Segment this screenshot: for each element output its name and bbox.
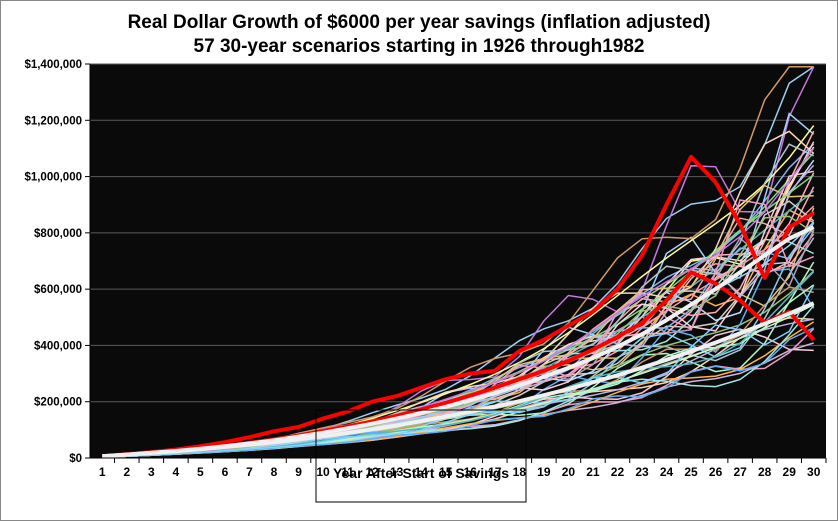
x-tick-label: 12 [365,465,379,479]
y-tick-label: $1,000,000 [24,172,82,184]
x-tick-label: 4 [173,465,180,479]
x-tick-label: 29 [783,465,797,479]
y-tick-label: $600,000 [34,284,82,296]
x-tick-label: 14 [415,465,429,479]
x-tick-label: 16 [464,465,478,479]
x-tick-label: 25 [684,465,698,479]
scenario-line [102,284,815,458]
x-tick-label: 13 [390,465,404,479]
x-tick-label: 24 [660,465,674,479]
highlighted-series-line [102,301,815,459]
x-axis-title-box [315,409,527,503]
x-tick-label: 26 [709,465,723,479]
x-tick-label: 11 [341,465,354,479]
x-tick-label: 9 [295,465,302,479]
chart-title: Real Dollar Growth of $6000 per year sav… [127,12,711,33]
x-tick-label: 8 [271,465,278,479]
x-tick-label: 3 [148,465,155,479]
y-tick-label: $0 [69,453,82,465]
x-tick-label: 7 [246,465,253,479]
highlighted-series-line [102,154,815,459]
x-tick-label: 15 [439,465,453,479]
x-tick-label: 30 [807,465,821,479]
x-tick-label: 5 [197,465,204,479]
y-tick-label: $800,000 [34,228,82,240]
highlighted-lines [102,154,816,459]
x-tick-label: 23 [635,465,649,479]
x-tick-label: 19 [537,465,551,479]
x-tick-label: 6 [222,465,229,479]
x-tick-label: 22 [611,465,625,479]
x-tick-label: 18 [513,465,527,479]
x-tick-label: 28 [758,465,772,479]
y-tick-label: $200,000 [34,397,82,409]
y-tick-label: $1,200,000 [24,115,82,127]
x-tick-label: 2 [123,465,130,479]
y-axis: $0 $200,000 $400,000 $600,000 $800,000 $1,000… [24,59,91,465]
chart-subtitle: 57 30-year scenarios starting in 1926 th… [193,36,645,57]
x-axis-title: Year After Start of Savings [333,465,509,481]
x-tick-label: 21 [586,465,600,479]
y-tick-label: $1,400,000 [24,59,82,71]
x-tick-label: 17 [488,465,502,479]
x-tick-label: 27 [733,465,747,479]
x-axis: 1 2 3 4 5 6 7 8 9 10 11 12 13 14 15 16 17 18 19 20 21 22 23 24 2… [90,457,827,479]
scenario-line [102,215,815,458]
x-tick-label: 1 [99,465,106,479]
y-tick-label: $400,000 [34,340,82,352]
x-tick-label: 20 [562,465,576,479]
x-tick-label: 10 [316,465,330,479]
